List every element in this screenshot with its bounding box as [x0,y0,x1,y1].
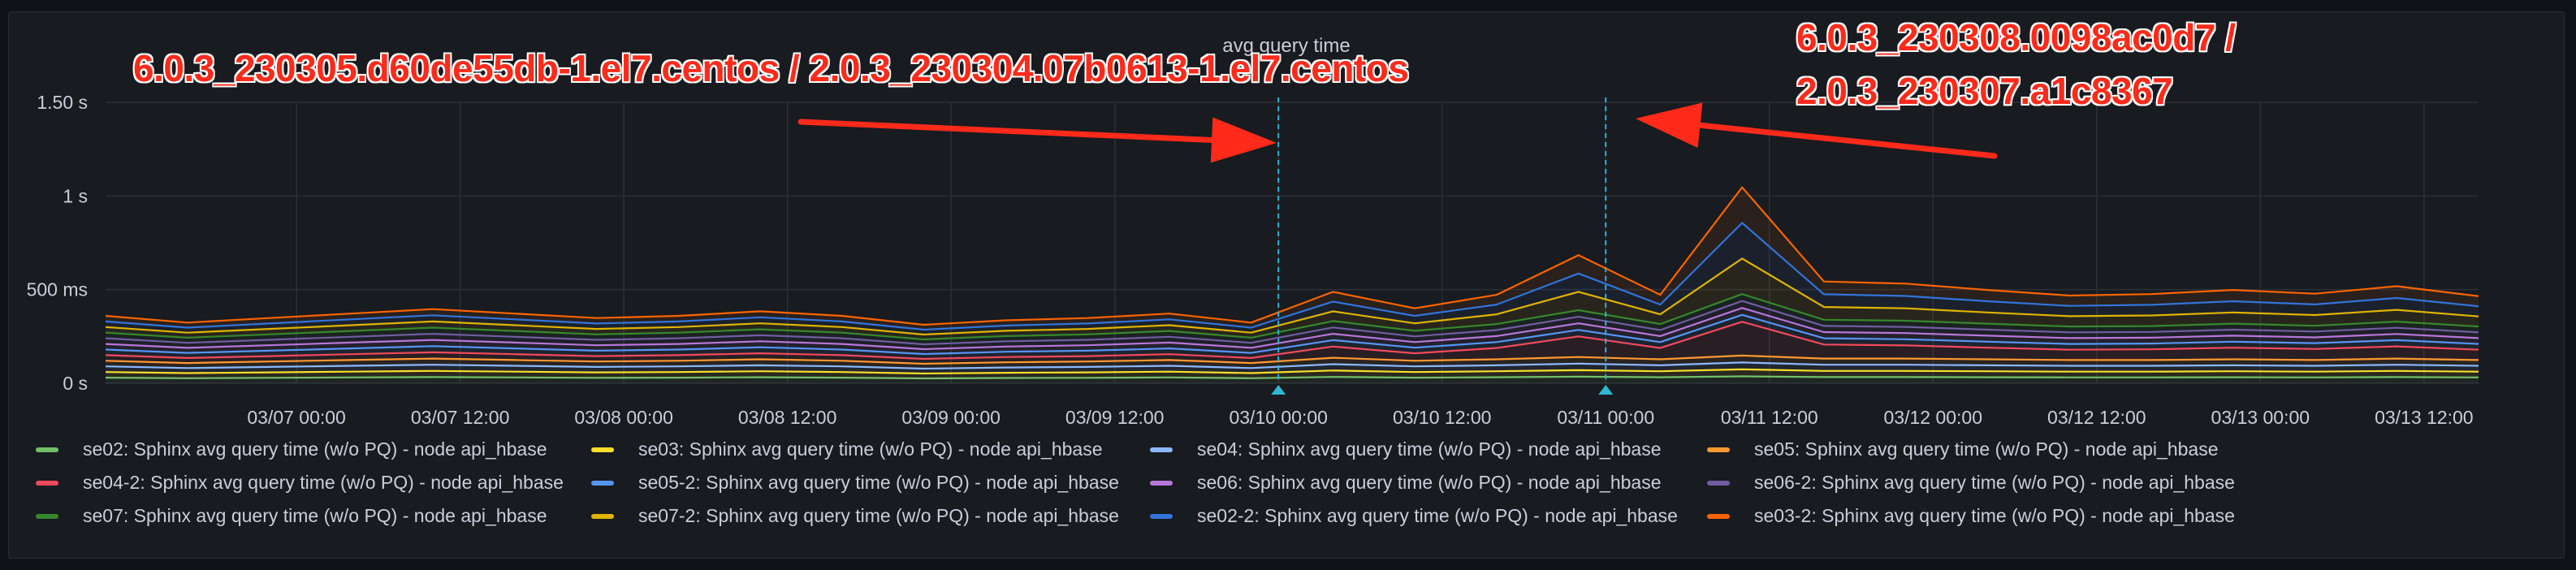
x-tick-label: 03/07 00:00 [247,407,346,428]
legend-item[interactable]: se04: Sphinx avg query time (w/o PQ) - n… [1150,438,1662,460]
x-tick-label: 03/07 12:00 [411,407,510,428]
legend-label: se05: Sphinx avg query time (w/o PQ) - n… [1754,438,2219,460]
legend-swatch [1150,513,1173,519]
series-line [105,354,2479,365]
series-area [106,300,2479,349]
legend-swatch [36,480,58,486]
legend-item[interactable]: se06: Sphinx avg query time (w/o PQ) - n… [1150,472,1662,494]
panel-title[interactable]: avg query time [1222,35,1351,57]
x-tick-label: 03/11 12:00 [1721,407,1818,428]
annotation-left: 6.0.3_230305.d60de55db-1.el7.centos / 2.… [133,47,1409,89]
legend-swatch [1150,480,1173,486]
y-tick-label: 0 s [63,373,88,394]
x-tick-label: 03/13 00:00 [2211,407,2310,428]
legend-label: se05-2: Sphinx avg query time (w/o PQ) -… [638,472,1119,493]
legend-item[interactable]: se03: Sphinx avg query time (w/o PQ) - n… [591,438,1103,460]
legend-label: se06: Sphinx avg query time (w/o PQ) - n… [1197,472,1662,493]
series-line [105,375,2479,380]
legend-item[interactable]: se02-2: Sphinx avg query time (w/o PQ) -… [1150,505,1678,527]
legend-label: se06-2: Sphinx avg query time (w/o PQ) -… [1754,472,2235,493]
legend-label: se04-2: Sphinx avg query time (w/o PQ) -… [83,472,564,493]
legend-swatch [591,480,614,486]
legend-label: se07: Sphinx avg query time (w/o PQ) - n… [83,505,547,526]
series-line [105,368,2479,375]
x-tick-label: 03/08 12:00 [738,407,837,428]
annotation-marker-triangle [1271,385,1286,395]
x-tick-label: 03/08 00:00 [574,407,673,428]
x-tick-label: 03/09 12:00 [1065,407,1165,428]
legend-swatch [1707,480,1730,486]
series-line [105,313,2479,356]
y-tick-label: 1 s [63,185,88,206]
legend-item[interactable]: se05-2: Sphinx avg query time (w/o PQ) -… [591,472,1119,494]
series-line [105,321,2479,361]
x-tick-label: 03/09 00:00 [901,407,1001,428]
series-line [105,300,2479,346]
legend-label: se07-2: Sphinx avg query time (w/o PQ) -… [638,505,1119,526]
series-area [106,187,2479,330]
legend-swatch [36,513,58,519]
series-area [106,258,2479,339]
arrow-left-head [1210,117,1277,163]
legend-swatch [1707,447,1730,452]
legend-item[interactable]: se07-2: Sphinx avg query time (w/o PQ) -… [591,505,1119,527]
y-tick-label: 500 ms [27,279,88,300]
legend-item[interactable]: se06-2: Sphinx avg query time (w/o PQ) -… [1707,472,2235,494]
annotation-right-line2: 2.0.3_230307.a1c8367 [1796,70,2173,112]
series-line [105,307,2479,351]
legend-swatch [1707,513,1730,519]
x-tick-label: 03/12 12:00 [2047,407,2146,428]
legend-item[interactable]: se04-2: Sphinx avg query time (w/o PQ) -… [36,472,564,494]
legend-item[interactable]: se05: Sphinx avg query time (w/o PQ) - n… [1707,438,2219,460]
series-area [106,222,2479,335]
legend-swatch [36,447,58,452]
x-tick-label: 03/13 12:00 [2375,407,2474,428]
series-line [105,222,2479,331]
legend-label: se04: Sphinx avg query time (w/o PQ) - n… [1197,438,1662,460]
legend-item[interactable]: se07: Sphinx avg query time (w/o PQ) - n… [36,505,547,527]
legend-item[interactable]: se03-2: Sphinx avg query time (w/o PQ) -… [1707,505,2235,527]
arrow-right-shaft [1697,122,1998,159]
x-tick-label: 03/10 00:00 [1229,407,1328,428]
series-line [105,293,2479,341]
series-area [106,308,2479,354]
legend-swatch [591,513,614,519]
legend-label: se03-2: Sphinx avg query time (w/o PQ) -… [1754,505,2235,526]
legend-item[interactable]: se02: Sphinx avg query time (w/o PQ) - n… [36,438,547,460]
legend-swatch [1150,447,1173,452]
y-tick-label: 1.50 s [37,92,88,113]
legend-swatch [591,447,614,452]
series-line [105,257,2479,336]
x-tick-label: 03/11 00:00 [1557,407,1654,428]
x-tick-label: 03/12 00:00 [1884,407,1983,428]
legend-label: se02: Sphinx avg query time (w/o PQ) - n… [83,438,547,460]
annotation-right-line1: 6.0.3_230308.0098ac0d7 / [1796,16,2236,58]
arrow-left-shaft [797,119,1215,143]
legend-label: se03: Sphinx avg query time (w/o PQ) - n… [638,438,1103,460]
series-line [105,186,2479,326]
legend-label: se02-2: Sphinx avg query time (w/o PQ) -… [1197,505,1678,526]
series-area [106,314,2479,359]
series-area [106,322,2479,364]
arrow-right-head [1636,102,1703,149]
x-tick-label: 03/10 12:00 [1393,407,1492,428]
series-line [105,361,2479,370]
annotation-marker-triangle [1598,385,1614,395]
